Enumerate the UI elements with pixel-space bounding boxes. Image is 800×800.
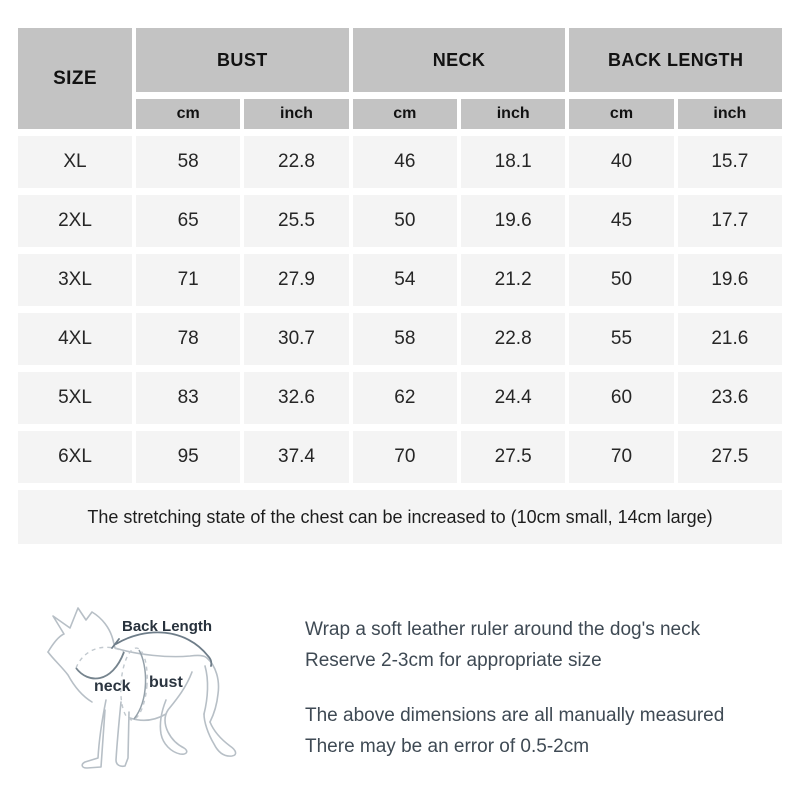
value-cell: 22.8	[244, 136, 349, 188]
instruction-line: Wrap a soft leather ruler around the dog…	[305, 619, 701, 640]
value-cell: 78	[136, 313, 241, 365]
header-back-length: BACK LENGTH	[569, 28, 782, 92]
instruction-line: There may be an error of 0.5-2cm	[305, 736, 590, 757]
neck-measure-dashed-line	[75, 646, 125, 669]
size-cell: 5XL	[18, 372, 132, 424]
size-cell: 3XL	[18, 254, 132, 306]
value-cell: 18.1	[461, 136, 566, 188]
instruction-paragraph-1: Wrap a soft leather ruler around the dog…	[305, 614, 775, 676]
value-cell: 55	[569, 313, 674, 365]
value-cell: 58	[136, 136, 241, 188]
value-cell: 37.4	[244, 431, 349, 483]
value-cell: 50	[352, 195, 457, 247]
value-cell: 27.9	[244, 254, 349, 306]
value-cell: 23.6	[677, 372, 782, 424]
header-bust: BUST	[136, 28, 349, 92]
size-cell: XL	[18, 136, 132, 188]
value-cell: 27.5	[677, 431, 782, 483]
value-cell: 83	[136, 372, 241, 424]
unit-neck-cm: cm	[352, 99, 457, 129]
instruction-line: The above dimensions are all manually me…	[305, 705, 725, 726]
value-cell: 22.8	[461, 313, 566, 365]
instruction-paragraph-2: The above dimensions are all manually me…	[305, 700, 775, 762]
measuring-instructions: Wrap a soft leather ruler around the dog…	[305, 614, 775, 762]
neck-label: neck	[94, 678, 131, 695]
value-cell: 46	[352, 136, 457, 188]
size-cell: 6XL	[18, 431, 132, 483]
header-neck: NECK	[352, 28, 566, 92]
unit-bust-cm: cm	[136, 99, 241, 129]
size-table: SIZE BUST NECK BACK LENGTH cm inch cm in…	[18, 28, 782, 544]
stretch-note: The stretching state of the chest can be…	[18, 490, 782, 544]
bust-measure-dashed-line	[120, 647, 148, 721]
size-cell: 4XL	[18, 313, 132, 365]
value-cell: 32.6	[244, 372, 349, 424]
value-cell: 54	[352, 254, 457, 306]
value-cell: 19.6	[461, 195, 566, 247]
value-cell: 50	[569, 254, 674, 306]
unit-back-inch: inch	[677, 99, 782, 129]
header-size: SIZE	[18, 28, 132, 129]
value-cell: 70	[569, 431, 674, 483]
value-cell: 62	[352, 372, 457, 424]
value-cell: 21.6	[677, 313, 782, 365]
neck-measure-line	[75, 651, 125, 680]
value-cell: 15.7	[677, 136, 782, 188]
unit-neck-inch: inch	[461, 99, 566, 129]
value-cell: 25.5	[244, 195, 349, 247]
back-length-measure-line	[111, 631, 213, 667]
back-length-label: Back Length	[122, 618, 212, 635]
value-cell: 95	[136, 431, 241, 483]
value-cell: 58	[352, 313, 457, 365]
value-cell: 27.5	[461, 431, 566, 483]
dog-outline-art	[47, 607, 237, 769]
value-cell: 17.7	[677, 195, 782, 247]
bust-label: bust	[149, 674, 183, 691]
value-cell: 19.6	[677, 254, 782, 306]
value-cell: 24.4	[461, 372, 566, 424]
value-cell: 70	[352, 431, 457, 483]
bust-measure-line	[133, 649, 147, 720]
size-cell: 2XL	[18, 195, 132, 247]
value-cell: 21.2	[461, 254, 566, 306]
unit-bust-inch: inch	[244, 99, 349, 129]
unit-back-cm: cm	[569, 99, 674, 129]
value-cell: 60	[569, 372, 674, 424]
value-cell: 71	[136, 254, 241, 306]
value-cell: 40	[569, 136, 674, 188]
value-cell: 65	[136, 195, 241, 247]
dog-measurement-diagram: Back Length neck bust	[47, 607, 237, 769]
instruction-line: Reserve 2-3cm for appropriate size	[305, 650, 602, 671]
value-cell: 45	[569, 195, 674, 247]
value-cell: 30.7	[244, 313, 349, 365]
